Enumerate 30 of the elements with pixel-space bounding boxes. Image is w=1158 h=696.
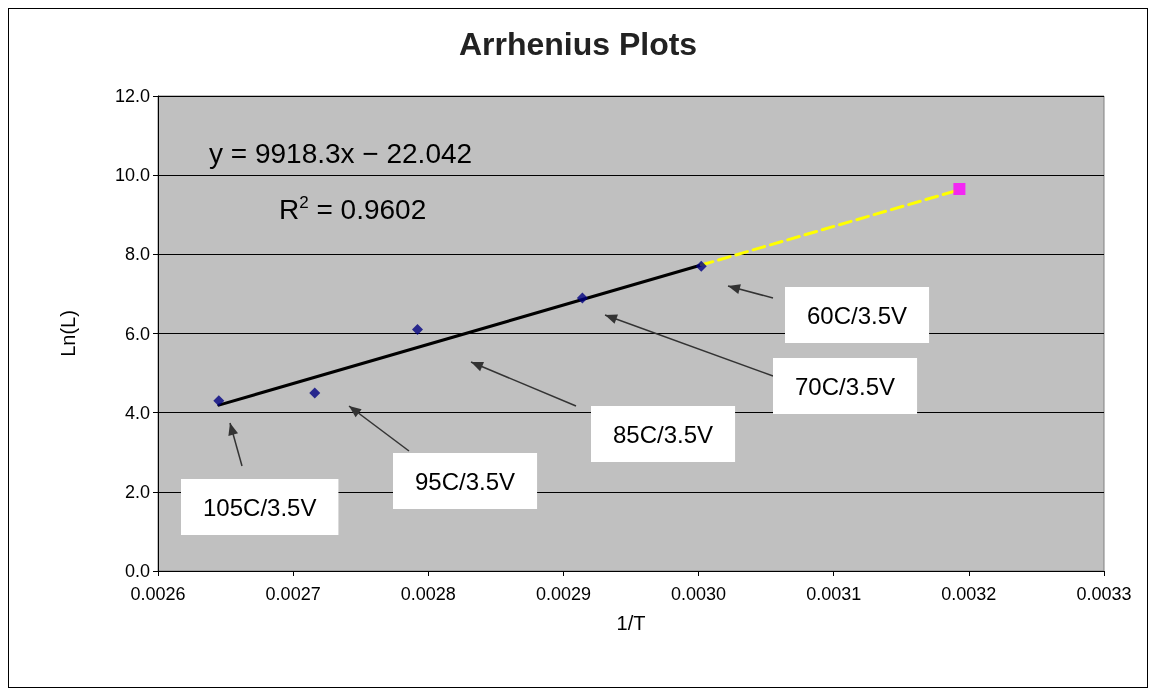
x-tick-label: 0.0026: [130, 584, 186, 604]
annotation: 95C/3.5V: [415, 467, 516, 495]
annotation: 85C/3.5V: [613, 420, 714, 448]
y-axis-title: Ln(L): [57, 310, 79, 357]
annotation: 70C/3.5V: [795, 372, 896, 400]
point: [695, 260, 707, 272]
point: [411, 324, 423, 336]
point: [309, 387, 321, 399]
annotation: 105C/3.5V: [203, 493, 317, 521]
x-tick-label: 0.0029: [535, 584, 591, 604]
y-tick-label: 8.0: [124, 244, 150, 265]
y-tick-label: 12.0: [114, 86, 150, 106]
y-tick-label: 6.0: [124, 323, 150, 344]
x-tick-label: 0.0028: [400, 584, 456, 604]
y-tick-label: 10.0: [114, 165, 150, 186]
y-tick-label: 4.0: [124, 402, 150, 423]
x-tick-label: 0.0027: [265, 584, 321, 604]
y-tick-label: 0.0: [124, 561, 150, 581]
point: [576, 292, 588, 304]
x-axis-title: 1/T: [616, 612, 646, 634]
point: [213, 395, 225, 407]
y-tick-label: 2.0: [124, 481, 150, 502]
x-tick-label: 0.0033: [1076, 584, 1132, 604]
annotation: y = 9918.3x − 22.042: [209, 137, 473, 169]
x-tick-label: 0.0031: [806, 584, 862, 604]
x-tick-label: 0.0032: [941, 584, 997, 604]
chart-title: Arrhenius Plots: [458, 26, 698, 62]
point: [953, 183, 966, 196]
annotation: 60C/3.5V: [807, 301, 908, 329]
x-tick-label: 0.0030: [671, 584, 727, 604]
